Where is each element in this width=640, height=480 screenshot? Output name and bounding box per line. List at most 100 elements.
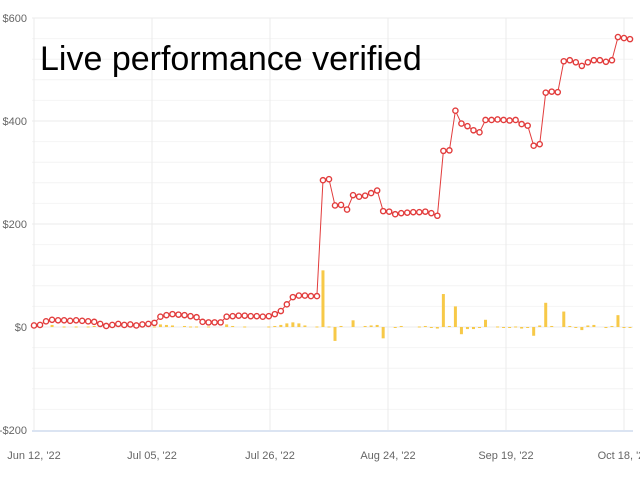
line-point	[163, 311, 170, 319]
line-point	[265, 312, 273, 320]
line-point	[90, 318, 98, 326]
line-point	[54, 317, 62, 324]
bar	[243, 326, 247, 328]
line-point	[235, 312, 242, 319]
bar	[315, 326, 319, 328]
line-point	[620, 34, 628, 42]
bar	[477, 327, 481, 329]
line-point	[584, 58, 592, 66]
line-point	[30, 322, 38, 329]
bar	[586, 325, 590, 327]
bar-series	[32, 270, 632, 341]
line-point	[602, 58, 610, 66]
bar	[207, 326, 211, 328]
line-point	[373, 187, 381, 194]
line-point	[530, 142, 537, 150]
y-tick-label: $400	[3, 116, 27, 128]
bar	[195, 326, 199, 328]
bar	[86, 326, 90, 328]
line-point	[572, 58, 580, 66]
line-point	[114, 320, 122, 328]
line-point	[415, 208, 423, 216]
line-point	[96, 320, 104, 328]
line-point	[331, 202, 339, 209]
line-point	[319, 176, 327, 184]
line-point	[494, 116, 501, 123]
line-point	[403, 209, 411, 216]
bar	[74, 326, 78, 328]
bar	[399, 325, 403, 327]
line-point	[614, 33, 622, 41]
line-point	[84, 318, 92, 325]
bar	[375, 324, 379, 327]
line-point	[259, 313, 267, 321]
x-tick-labels: Jun 12, '22 Jul 05, '22 Jul 26, '22 Aug 24,…	[7, 450, 640, 462]
bar	[628, 327, 632, 328]
line-point	[626, 35, 634, 43]
minor-gridlines	[32, 38, 633, 410]
bar	[502, 327, 506, 328]
bar	[550, 325, 554, 327]
line-point	[379, 207, 387, 215]
bar	[574, 327, 578, 328]
line-point	[343, 206, 351, 213]
bar	[471, 327, 475, 330]
line-point	[596, 56, 604, 64]
bar	[562, 311, 566, 327]
bar	[158, 324, 162, 327]
line-point	[355, 193, 363, 201]
major-gridlines	[32, 17, 633, 430]
line-point	[102, 322, 110, 330]
line-point	[554, 88, 562, 96]
bar	[429, 327, 433, 328]
line-point	[361, 192, 369, 199]
bar	[363, 325, 367, 327]
bar	[496, 326, 500, 328]
line-point	[452, 107, 459, 114]
line-point	[247, 312, 255, 320]
equity-line	[33, 36, 631, 327]
line-point	[464, 122, 471, 130]
line-point	[476, 129, 483, 136]
bar	[369, 325, 373, 327]
line-point	[271, 310, 279, 318]
line-point	[78, 317, 86, 325]
line-point	[446, 147, 453, 154]
bar	[520, 327, 524, 329]
line-point	[133, 322, 140, 329]
line-point	[428, 209, 435, 217]
line-point	[391, 210, 399, 218]
bar	[592, 324, 596, 327]
bar	[183, 325, 187, 327]
bar	[92, 325, 96, 327]
bar	[508, 327, 512, 328]
line-point	[313, 292, 321, 300]
line-point	[512, 116, 519, 124]
y-tick-label: $200	[3, 219, 27, 231]
bar	[622, 327, 626, 328]
line-point	[506, 117, 513, 124]
line-point	[127, 321, 134, 328]
bar	[321, 270, 325, 327]
bar	[225, 324, 229, 327]
line-point	[524, 122, 531, 129]
bar	[423, 325, 427, 327]
bar	[50, 324, 54, 327]
line-point	[385, 208, 393, 215]
line-point	[289, 293, 297, 301]
line-point	[48, 316, 56, 324]
line-point	[560, 57, 568, 65]
y-tick-label: $600	[3, 13, 27, 25]
bar	[453, 306, 457, 327]
bar	[231, 325, 235, 327]
bar	[333, 327, 337, 341]
line-point	[205, 319, 212, 326]
bar	[393, 327, 397, 328]
line-point	[367, 189, 375, 197]
bar	[297, 323, 301, 327]
x-tick-label: Jun 12, '22	[7, 450, 60, 462]
line-point	[36, 321, 44, 329]
x-tick-label: Sep 19, '22	[478, 450, 533, 462]
bar	[267, 326, 271, 328]
